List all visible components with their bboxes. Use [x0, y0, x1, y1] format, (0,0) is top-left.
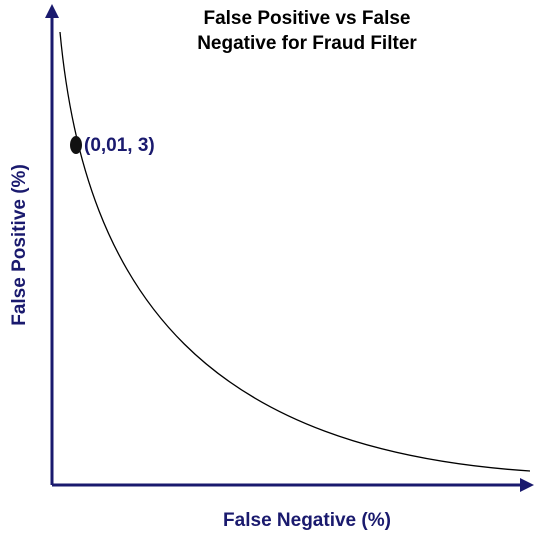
plot-area [59, 31, 531, 472]
y-axis-arrow [45, 4, 59, 18]
point-label: (0,01, 3) [84, 135, 155, 156]
chart-title: False Positive vs False Negative for Fra… [197, 8, 417, 54]
x-axis-arrow [520, 478, 534, 492]
operating-point [70, 136, 82, 154]
trade-off-curve [59, 31, 531, 472]
y-axis-label: False Positive (%) [9, 164, 30, 326]
x-axis-label: False Negative (%) [223, 510, 391, 531]
